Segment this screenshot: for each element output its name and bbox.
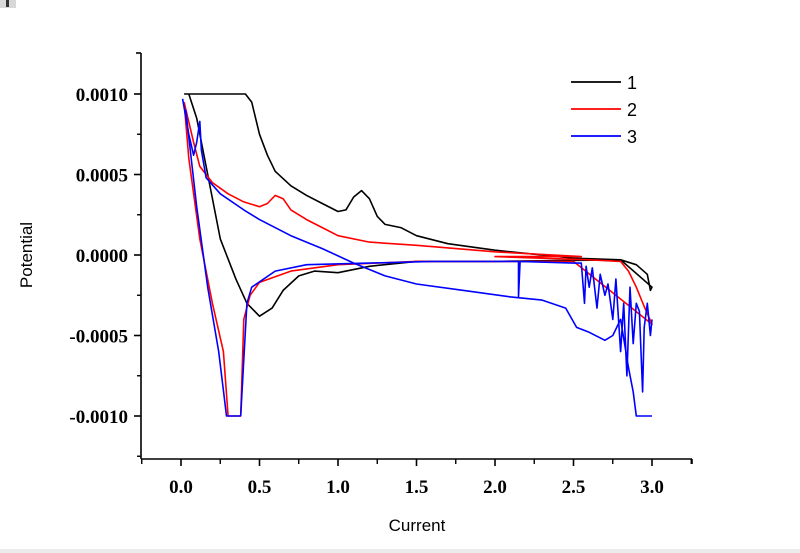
axes-layer	[136, 52, 693, 464]
x-tick-label: 0.0	[169, 477, 193, 498]
bottom-status-strip	[0, 549, 800, 553]
x-tick-label: 2.5	[562, 477, 586, 498]
legend: 1 2 3	[571, 73, 637, 147]
series-1-line	[184, 93, 653, 318]
x-axis-title: Current	[389, 516, 446, 535]
legend-label-2: 2	[627, 100, 637, 120]
corner-glyph-icon	[6, 0, 9, 7]
x-tick-label: 1.0	[326, 477, 350, 498]
x-tick-label: 0.5	[248, 477, 272, 498]
legend-label-1: 1	[627, 73, 637, 93]
y-tick-label: -0.0005	[69, 327, 128, 348]
y-axis-title: Potential	[17, 222, 36, 288]
y-tick-label: 0.0010	[76, 85, 128, 106]
y-tick-label: -0.0010	[69, 407, 128, 428]
series-layer	[181, 93, 653, 417]
series-3-line	[181, 98, 652, 417]
x-tick-label: 3.0	[640, 477, 664, 498]
x-tick-label: 2.0	[483, 477, 507, 498]
ticks-layer: 0.0 0.5 1.0 1.5 2.0 2.5 3.0 0.0010 0.0005 0.0000 -…	[69, 85, 692, 498]
x-tick-label: 1.5	[405, 477, 429, 498]
series-3-noisy-line	[239, 260, 653, 417]
y-tick-label: 0.0000	[76, 246, 128, 267]
series-3-return-line	[184, 110, 241, 417]
legend-label-3: 3	[627, 127, 637, 147]
series-2-line	[183, 101, 653, 417]
y-tick-label: 0.0005	[76, 166, 128, 187]
corner-toolbar-button[interactable]	[0, 0, 16, 8]
